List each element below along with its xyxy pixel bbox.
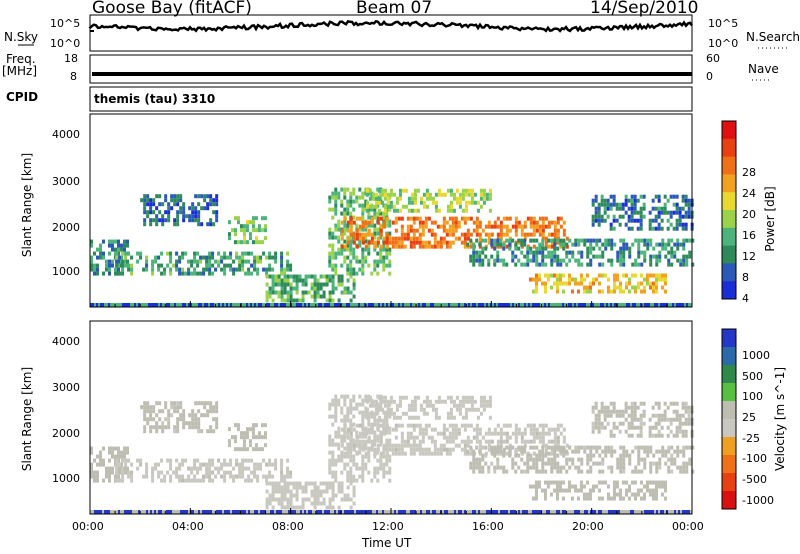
cpid-text: themis (tau) 3310	[94, 92, 216, 106]
power-colorbar-swatch-1	[722, 138, 736, 158]
velocity-region-9	[528, 480, 667, 501]
velocity-colorbar-swatch-8	[722, 473, 736, 492]
power-colorbar-swatch-2	[722, 156, 736, 175]
power-cb-24: 24	[742, 187, 756, 200]
nave-tick-low: 0	[706, 70, 713, 83]
freq-tick-high: 18	[64, 52, 78, 65]
velocity-colorbar-swatch-0	[722, 329, 736, 348]
power-region-4	[265, 274, 356, 303]
power-colorbar-swatch-9	[722, 281, 736, 300]
velocity-colorbar-frame	[721, 328, 737, 510]
nave-label: Nave	[748, 62, 779, 76]
freq-tick-low: 8	[70, 70, 77, 83]
xaxis-label: Time UT	[362, 536, 412, 550]
power-region-2	[115, 251, 293, 276]
noise-panel-frame	[89, 14, 693, 52]
velocity-colorbar-swatch-4	[722, 401, 736, 420]
power-colorbar-swatch-3	[722, 174, 736, 193]
power-colorbar-swatch-6	[722, 227, 736, 247]
power-ytick-4000: 4000	[52, 128, 80, 141]
station-title: Goose Bay (fitACF)	[92, 0, 252, 18]
xtick-4: 16:00	[472, 520, 504, 533]
velocity-colorbar-swatch-3	[722, 383, 736, 402]
velocity-colorbar-swatch-5	[722, 419, 736, 438]
xtick-2: 08:00	[272, 520, 304, 533]
velocity-ytick-2000: 2000	[52, 427, 80, 440]
velocity-colorbar-swatch-6	[722, 437, 736, 456]
vel-cb-m25: -25	[742, 432, 760, 445]
power-colorbar-swatch-8	[722, 263, 736, 282]
velocity-region-8	[466, 445, 695, 474]
power-region-0	[90, 239, 129, 276]
velocity-colorbar-swatch-7	[722, 455, 736, 474]
velocity-colorbar-swatch-2	[722, 365, 736, 384]
vel-cb-1000: 1000	[742, 349, 770, 362]
power-colorbar-swatch-4	[722, 192, 736, 211]
freq-unit-label: [MHz]	[2, 64, 38, 78]
power-colorbar-swatch-0	[722, 121, 736, 140]
power-cb-28: 28	[742, 166, 756, 179]
power-cb-4: 4	[742, 292, 749, 305]
velocity-region-3	[227, 423, 267, 452]
nsearch-label: N.Search	[746, 30, 800, 44]
velocity-near-range-band	[90, 510, 692, 514]
nsky-tick-low: 10^0	[50, 37, 81, 50]
velocity-ytick-4000: 4000	[52, 335, 80, 348]
power-colorbar-swatch-5	[722, 210, 736, 229]
velocity-colorbar-swatch-1	[722, 347, 736, 366]
power-region-6	[340, 216, 569, 249]
velocity-region-6	[340, 423, 569, 456]
nsky-tick-high: 10^5	[50, 17, 81, 30]
xtick-6: 00:00	[672, 520, 704, 533]
power-ytick-3000: 3000	[52, 175, 80, 188]
vel-cb-100: 100	[742, 390, 763, 403]
vel-cb-m500: -500	[742, 473, 767, 486]
power-cb-8: 8	[742, 271, 749, 284]
date-title: 14/Sep/2010	[590, 0, 699, 18]
power-cb-12: 12	[742, 250, 756, 263]
velocity-ytick-3000: 3000	[52, 381, 80, 394]
power-region-3	[227, 216, 267, 245]
power-ytick-2000: 2000	[52, 221, 80, 234]
vel-cb-m1000: -1000	[742, 494, 774, 507]
velocity-region-10	[591, 401, 694, 438]
velocity-colorbar-swatch-9	[722, 491, 736, 510]
power-colorbar-frame	[721, 120, 737, 300]
xtick-3: 12:00	[372, 520, 404, 533]
vel-cb-25: 25	[742, 411, 756, 424]
velocity-region-4	[265, 481, 356, 510]
noise-trace	[88, 19, 694, 33]
freq-label: Freq.	[6, 52, 36, 66]
power-cb-16: 16	[742, 229, 756, 242]
nsearch-tick-high: 10^5	[708, 17, 739, 30]
nsearch-tick-low: 10^0	[708, 37, 739, 50]
power-region-1	[140, 194, 219, 227]
power-region-8	[466, 238, 695, 267]
xtick-1: 04:00	[172, 520, 204, 533]
xtick-5: 20:00	[572, 520, 604, 533]
velocity-region-7	[365, 395, 492, 420]
velocity-region-1	[140, 401, 219, 434]
xtick-0: 00:00	[72, 520, 104, 533]
nave-tick-high: 60	[706, 52, 720, 65]
beam-title: Beam 07	[356, 0, 433, 18]
nsky-label: N.Sky	[4, 30, 39, 44]
velocity-region-2	[115, 458, 293, 483]
cpid-panel-frame	[89, 86, 693, 112]
velocity-ytick-1000: 1000	[52, 472, 80, 485]
power-region-9	[528, 273, 667, 294]
cpid-label: CPID	[6, 90, 39, 104]
power-region-10	[591, 194, 694, 231]
power-region-7	[365, 188, 492, 213]
power-ytick-1000: 1000	[52, 265, 80, 278]
freq-panel-frame	[89, 54, 693, 84]
power-colorbar-swatch-7	[722, 245, 736, 264]
vel-cb-500: 500	[742, 370, 763, 383]
power-cb-20: 20	[742, 208, 756, 221]
vel-cb-m100: -100	[742, 452, 767, 465]
